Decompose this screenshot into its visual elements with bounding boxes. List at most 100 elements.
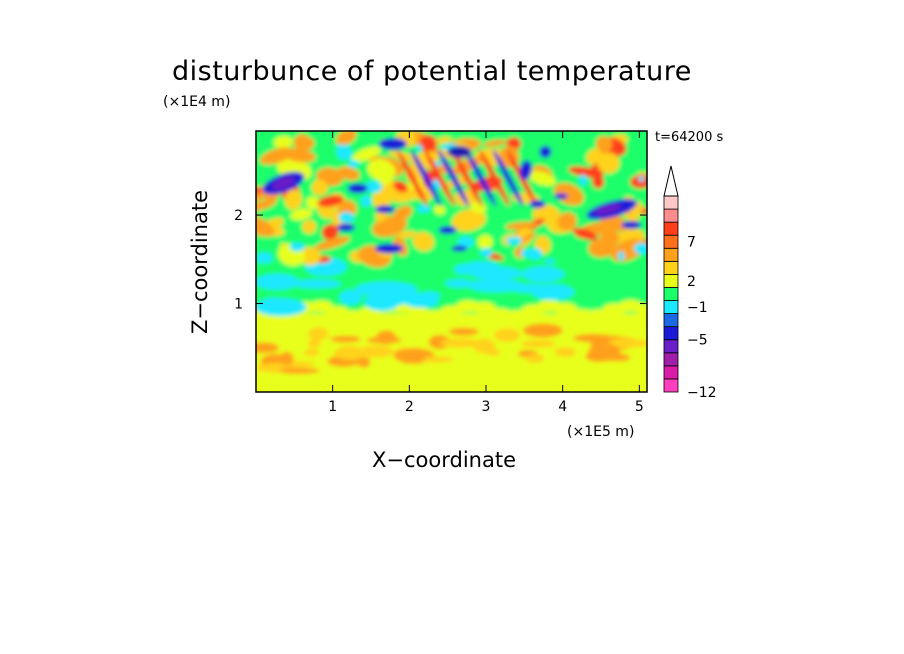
colorbar-level xyxy=(663,273,679,288)
field-blob xyxy=(485,348,501,356)
colorbar-level xyxy=(663,287,679,301)
field-blob xyxy=(410,149,442,207)
field-blob xyxy=(554,347,576,357)
field-blob xyxy=(298,247,321,266)
field-blob xyxy=(271,176,295,190)
colorbar-level xyxy=(663,260,679,275)
plot-frame xyxy=(255,130,648,393)
x-tick-label: 5 xyxy=(635,399,644,415)
x-axis-label: X−coordinate xyxy=(372,448,516,472)
field-blob xyxy=(507,283,552,293)
field-blob xyxy=(521,339,556,348)
field-blob xyxy=(375,295,408,307)
field-blob xyxy=(525,269,551,281)
field-blob xyxy=(592,175,605,189)
field-blob xyxy=(451,149,483,207)
field-blob xyxy=(295,137,315,151)
field-blob xyxy=(278,367,320,374)
field-blob xyxy=(572,227,598,241)
x-axis-unit: (×1E5 m) xyxy=(567,424,635,440)
field-blob xyxy=(347,159,360,168)
field-blob xyxy=(529,200,546,209)
x-tick-label: 4 xyxy=(558,399,567,415)
field-blob xyxy=(311,179,328,196)
field-blob xyxy=(472,301,497,314)
field-blob xyxy=(256,342,280,354)
field-blob xyxy=(527,248,543,261)
field-blob xyxy=(450,156,483,175)
time-label: t=64200 s xyxy=(655,130,724,145)
colorbar-label: −5 xyxy=(687,333,708,349)
field-blob xyxy=(553,182,584,206)
field-blob xyxy=(493,328,521,342)
field-blob xyxy=(621,220,642,229)
field-blob xyxy=(330,335,361,343)
field-blob xyxy=(335,131,357,146)
field-blob xyxy=(367,159,396,182)
field-blob xyxy=(416,144,423,152)
field-blob xyxy=(638,176,645,182)
temperature-field xyxy=(256,131,647,392)
colorbar-level xyxy=(663,208,679,223)
field-blob xyxy=(314,236,350,251)
field-blob xyxy=(462,261,501,275)
field-blob xyxy=(338,211,355,224)
field-blob xyxy=(392,191,419,203)
field-blob xyxy=(435,136,452,144)
field-blob xyxy=(578,174,588,186)
field-blob xyxy=(440,338,481,348)
field-blob xyxy=(351,146,381,162)
field-blob xyxy=(335,147,353,157)
field-blob xyxy=(517,232,537,244)
field-blob xyxy=(553,193,568,200)
field-blob xyxy=(595,136,613,152)
field-blob xyxy=(505,221,539,230)
field-blob xyxy=(347,183,368,194)
field-blob xyxy=(337,166,360,181)
colorbar-level xyxy=(663,221,679,236)
field-blob xyxy=(393,180,408,193)
field-blob xyxy=(585,350,612,362)
field-blob xyxy=(448,327,479,336)
field-blob xyxy=(434,205,446,215)
field-band-yellow xyxy=(256,313,647,392)
field-blob xyxy=(539,145,552,158)
field-blob xyxy=(626,339,647,347)
field-blob xyxy=(483,139,507,147)
field-blob xyxy=(451,245,468,252)
field-blob xyxy=(335,144,351,149)
colorbar-level xyxy=(663,247,679,262)
field-blob xyxy=(374,243,403,254)
x-axis: 1 2 3 4 5 xyxy=(328,131,644,415)
field-blob xyxy=(553,302,578,315)
field-blob xyxy=(525,353,545,363)
field-blob xyxy=(256,252,273,264)
field-blob xyxy=(444,279,474,288)
colorbar-level xyxy=(663,300,679,314)
field-blob xyxy=(596,152,620,174)
y-axis: 12 xyxy=(234,208,647,313)
y-tick-label: 1 xyxy=(234,297,243,313)
field-blob xyxy=(290,208,313,221)
field-blob xyxy=(479,248,493,258)
x-tick-label: 2 xyxy=(405,399,414,415)
colorbar-level xyxy=(663,378,679,393)
field-contours xyxy=(256,131,647,392)
field-blob xyxy=(357,357,371,368)
field-blob xyxy=(321,224,339,240)
x-tick-label: 3 xyxy=(482,399,491,415)
field-blob xyxy=(412,232,435,252)
field-blob xyxy=(281,148,316,163)
colorbar-label: −12 xyxy=(687,385,717,401)
chart-title: disturbunce of potential temperature xyxy=(172,56,692,87)
colorbar-level xyxy=(663,313,679,328)
field-blob xyxy=(378,138,407,151)
field-blob xyxy=(409,350,427,362)
field-blob xyxy=(438,149,469,207)
colorbar: 7 2 −1 −5 −12 xyxy=(663,165,717,401)
colorbar-extension xyxy=(663,165,679,197)
field-blob xyxy=(419,135,437,154)
field-blob xyxy=(284,189,302,210)
field-blob xyxy=(477,234,493,250)
field-blob xyxy=(364,180,383,193)
